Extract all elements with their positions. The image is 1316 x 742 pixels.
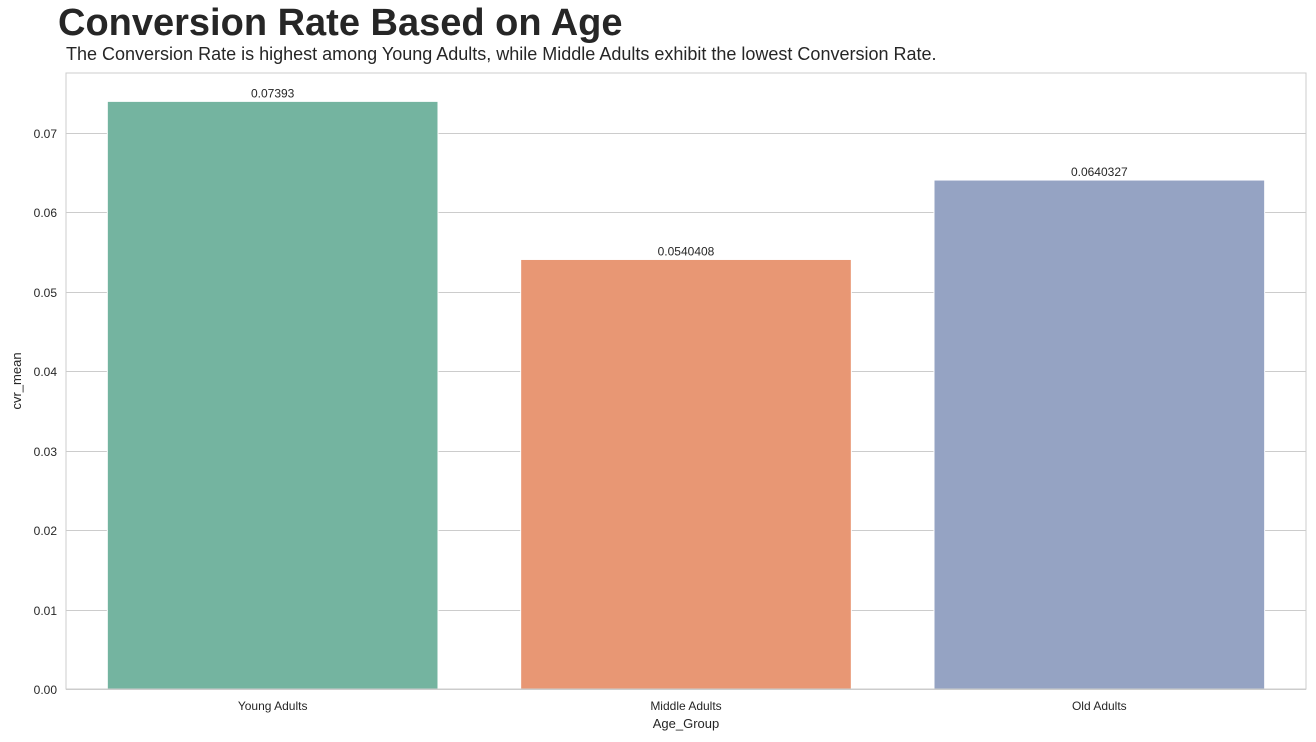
y-tick-label: 0.07	[34, 127, 58, 141]
y-tick-label: 0.02	[34, 524, 58, 538]
bar	[520, 258, 852, 690]
y-tick-label: 0.06	[34, 206, 58, 220]
bar	[106, 100, 439, 690]
y-axis-label: cvr_mean	[9, 352, 24, 409]
x-tick-labels: Young Adults Middle Adults Old Adults	[238, 699, 1127, 713]
x-axis-label: Age_Group	[653, 716, 720, 731]
x-tick-label: Middle Adults	[650, 699, 721, 713]
chart-title: Conversion Rate Based on Age	[58, 2, 623, 44]
bar-value-label: 0.07393	[251, 86, 295, 100]
x-tick-label: Old Adults	[1072, 699, 1127, 713]
y-tick-labels: 0.00 0.01 0.02 0.03 0.04 0.05 0.06 0.07	[34, 127, 58, 697]
y-tick-label: 0.03	[34, 445, 58, 459]
bar	[933, 179, 1266, 690]
y-tick-label: 0.04	[34, 365, 58, 379]
x-tick-label: Young Adults	[238, 699, 308, 713]
plot-frame	[65, 72, 1307, 690]
bars	[106, 100, 1266, 690]
chart-subtitle: The Conversion Rate is highest among You…	[66, 44, 937, 64]
bar-value-label: 0.0540408	[658, 244, 715, 258]
bar-value-labels: 0.07393 0.0540408 0.0640327	[251, 86, 1128, 258]
y-tick-label: 0.01	[34, 604, 58, 618]
bar-value-label: 0.0640327	[1071, 165, 1128, 179]
y-tick-label: 0.05	[34, 286, 58, 300]
y-tick-label: 0.00	[34, 683, 58, 697]
